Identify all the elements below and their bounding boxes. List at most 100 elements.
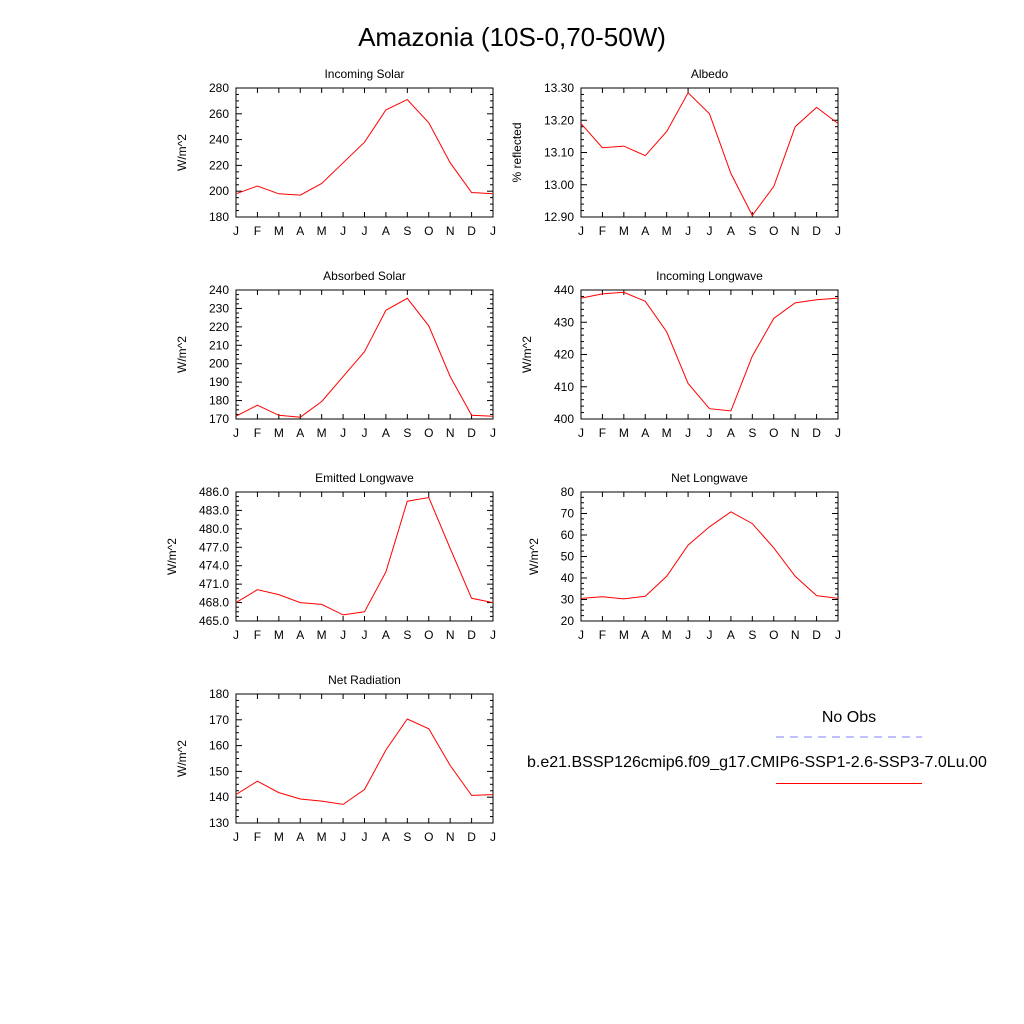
plot-frame [580, 491, 839, 622]
x-tick-label: O [769, 426, 778, 440]
x-tick-label: N [446, 224, 455, 238]
y-tick-label: 60 [561, 528, 575, 542]
y-axis-label: W/m^2 [520, 336, 534, 373]
series-line [235, 496, 494, 616]
x-tick-label: S [403, 830, 411, 844]
legend-model-label: b.e21.BSSP126cmip6.f09_g17.CMIP6-SSP1-2.… [527, 754, 987, 771]
x-tick-label: J [340, 426, 346, 440]
x-tick-label: J [835, 224, 841, 238]
series-line [235, 297, 494, 418]
x-tick-label: F [254, 224, 261, 238]
legend: No Obs b.e21.BSSP126cmip6.f09_g17.CMIP6-… [527, 709, 987, 784]
x-tick-label: N [791, 628, 800, 642]
x-tick-label: J [340, 224, 346, 238]
panel-title: Emitted Longwave [315, 471, 414, 485]
y-tick-label: 468.0 [199, 596, 229, 610]
x-tick-label: J [685, 224, 691, 238]
x-tick-label: A [727, 224, 735, 238]
y-tick-label: 400 [554, 412, 574, 426]
y-tick-label: 180 [209, 687, 229, 701]
x-tick-label: A [296, 628, 304, 642]
x-tick-label: J [707, 224, 713, 238]
y-tick-label: 486.0 [199, 485, 229, 499]
x-tick-label: N [446, 830, 455, 844]
x-tick-label: S [748, 426, 756, 440]
y-tick-label: 220 [209, 320, 229, 334]
panel-title: Net Radiation [328, 673, 401, 687]
x-tick-label: M [662, 224, 672, 238]
plot-frame [235, 491, 494, 622]
y-tick-label: 220 [209, 158, 229, 172]
y-tick-label: 190 [209, 375, 229, 389]
x-tick-label: A [727, 628, 735, 642]
x-tick-label: J [233, 426, 239, 440]
x-tick-label: J [578, 628, 584, 642]
x-tick-label: M [317, 224, 327, 238]
x-tick-label: A [382, 628, 390, 642]
y-axis-label: W/m^2 [175, 740, 189, 777]
panel-title: Incoming Longwave [656, 269, 763, 283]
y-tick-label: 13.00 [544, 178, 574, 192]
x-tick-label: J [685, 426, 691, 440]
x-tick-label: M [662, 628, 672, 642]
x-tick-label: J [362, 628, 368, 642]
x-tick-label: O [424, 224, 433, 238]
x-tick-label: A [296, 224, 304, 238]
x-tick-label: M [317, 830, 327, 844]
x-tick-label: M [619, 628, 629, 642]
x-tick-label: S [748, 224, 756, 238]
x-tick-label: N [791, 224, 800, 238]
x-tick-label: J [490, 628, 496, 642]
panel-title: Absorbed Solar [323, 269, 406, 283]
series-line [580, 291, 839, 412]
x-tick-label: M [662, 426, 672, 440]
plot-frame [235, 289, 494, 420]
x-tick-label: O [424, 628, 433, 642]
y-tick-label: 170 [209, 713, 229, 727]
x-tick-label: J [340, 628, 346, 642]
x-tick-label: F [599, 426, 606, 440]
series-line [580, 511, 839, 600]
x-tick-label: M [274, 224, 284, 238]
y-axis-label: W/m^2 [175, 336, 189, 373]
x-tick-label: A [727, 426, 735, 440]
x-tick-label: F [599, 628, 606, 642]
x-tick-label: M [274, 426, 284, 440]
y-tick-label: 480.0 [199, 522, 229, 536]
x-tick-label: A [641, 426, 649, 440]
series-line [580, 91, 839, 217]
x-tick-label: A [382, 426, 390, 440]
x-tick-label: J [362, 830, 368, 844]
x-tick-label: D [467, 426, 476, 440]
panel-title: Net Longwave [671, 471, 748, 485]
figure-title: Amazonia (10S-0,70-50W) [358, 22, 666, 52]
y-tick-label: 130 [209, 816, 229, 830]
x-tick-label: D [812, 224, 821, 238]
y-tick-label: 240 [209, 133, 229, 147]
y-tick-label: 13.30 [544, 81, 574, 95]
y-tick-label: 477.0 [199, 540, 229, 554]
x-tick-label: J [835, 628, 841, 642]
x-tick-label: A [296, 426, 304, 440]
y-tick-label: 483.0 [199, 503, 229, 517]
x-tick-label: D [467, 224, 476, 238]
y-tick-label: 230 [209, 301, 229, 315]
x-tick-label: D [812, 426, 821, 440]
y-tick-label: 210 [209, 338, 229, 352]
x-tick-label: O [424, 830, 433, 844]
x-tick-label: O [769, 224, 778, 238]
y-tick-label: 180 [209, 210, 229, 224]
y-axis-label: % reflected [510, 122, 524, 182]
x-tick-label: J [233, 628, 239, 642]
y-tick-label: 465.0 [199, 614, 229, 628]
x-tick-label: J [490, 224, 496, 238]
y-tick-label: 471.0 [199, 577, 229, 591]
x-tick-label: J [233, 224, 239, 238]
x-tick-label: M [274, 628, 284, 642]
x-tick-label: A [641, 224, 649, 238]
